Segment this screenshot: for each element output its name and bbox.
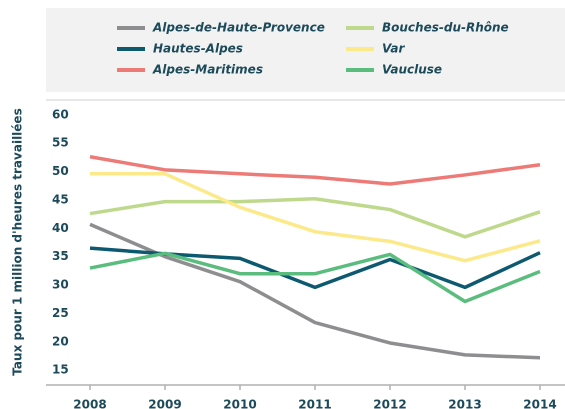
x-tick-label: 2011 bbox=[298, 398, 331, 409]
legend-label: Alpes-Maritimes bbox=[152, 63, 263, 77]
series-line bbox=[89, 251, 541, 304]
legend-label: Var bbox=[382, 42, 405, 56]
legend-label: Hautes-Alpes bbox=[153, 42, 243, 56]
x-tick-label: 2014 bbox=[523, 398, 556, 409]
y-tick-label: 25 bbox=[52, 306, 69, 320]
series-line bbox=[90, 172, 541, 263]
legend-label: Bouches-du-Rhône bbox=[382, 21, 509, 35]
y-tick-label: 40 bbox=[52, 221, 69, 235]
y-tick-label: 30 bbox=[52, 278, 69, 292]
x-tick-label: 2013 bbox=[448, 398, 481, 409]
legend-label: Vaucluse bbox=[382, 63, 442, 77]
x-tick-label: 2012 bbox=[373, 398, 406, 409]
y-tick-label: 20 bbox=[52, 334, 69, 348]
legend-label: Alpes-de-Haute-Provence bbox=[152, 21, 325, 35]
y-axis-label: Taux pour 1 million d'heures travaillées bbox=[11, 108, 25, 375]
x-tick-label: 2010 bbox=[223, 398, 256, 409]
x-tick-label: 2009 bbox=[148, 398, 181, 409]
y-tick-label: 55 bbox=[52, 136, 69, 150]
y-tick-label: 60 bbox=[52, 107, 69, 121]
series-line bbox=[89, 197, 541, 239]
y-tick-label: 45 bbox=[52, 192, 69, 206]
y-tick-label: 50 bbox=[52, 164, 69, 178]
series-line bbox=[89, 155, 541, 186]
series-line bbox=[89, 222, 541, 360]
y-tick-label: 15 bbox=[52, 363, 69, 377]
x-tick-label: 2008 bbox=[73, 398, 106, 409]
y-tick-label: 35 bbox=[52, 249, 69, 263]
